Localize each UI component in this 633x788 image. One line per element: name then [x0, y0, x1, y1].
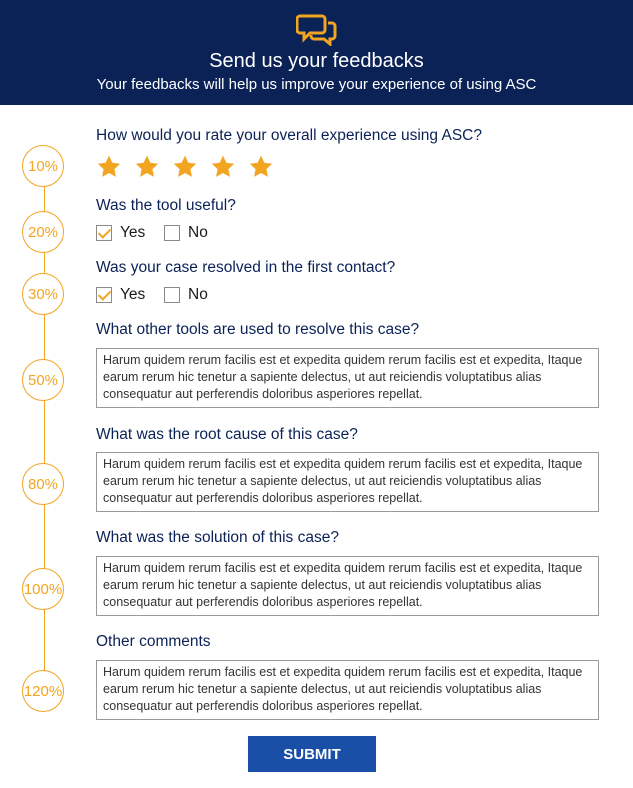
comments-textarea[interactable]: Harum quidem rerum facilis est et expedi… — [96, 660, 599, 720]
page-title: Send us your feedbacks — [209, 50, 424, 72]
solution-textarea[interactable]: Harum quidem rerum facilis est et expedi… — [96, 556, 599, 616]
question-rating-label: How would you rate your overall experien… — [96, 127, 482, 144]
page-subtitle: Your feedbacks will help us improve your… — [96, 76, 537, 93]
question-comments-label: Other comments — [96, 633, 211, 650]
resolved-yes-option[interactable]: Yes — [96, 286, 145, 304]
chat-bubbles-icon — [296, 14, 337, 46]
checkbox[interactable] — [164, 225, 180, 241]
progress-badge: 10% — [22, 145, 64, 187]
submit-button[interactable]: SUBMIT — [248, 736, 376, 772]
option-label: Yes — [120, 224, 146, 241]
star-icon[interactable] — [210, 154, 236, 180]
tools-textarea[interactable]: Harum quidem rerum facilis est et expedi… — [96, 348, 599, 408]
resolved-no-option[interactable]: No — [164, 286, 208, 304]
star-icon[interactable] — [248, 154, 274, 180]
root-cause-textarea[interactable]: Harum quidem rerum facilis est et expedi… — [96, 452, 599, 512]
option-label: No — [188, 286, 208, 303]
question-resolved-label: Was your case resolved in the first cont… — [96, 259, 396, 276]
useful-yes-option[interactable]: Yes — [96, 224, 145, 242]
option-label: Yes — [120, 286, 146, 303]
progress-badge: 50% — [22, 359, 64, 401]
star-icon[interactable] — [134, 154, 160, 180]
progress-badge: 80% — [22, 463, 64, 505]
star-icon[interactable] — [96, 154, 122, 180]
checkbox[interactable] — [96, 225, 112, 241]
progress-badge: 20% — [22, 211, 64, 253]
question-tools-label: What other tools are used to resolve thi… — [96, 321, 420, 338]
question-root-cause-label: What was the root cause of this case? — [96, 426, 358, 443]
progress-badge: 120% — [22, 670, 64, 712]
question-useful-label: Was the tool useful? — [96, 197, 236, 214]
question-solution-label: What was the solution of this case? — [96, 529, 339, 546]
progress-timeline — [44, 160, 45, 690]
page-header: Send us your feedbacks Your feedbacks wi… — [0, 0, 633, 105]
option-label: No — [188, 224, 208, 241]
checkbox[interactable] — [164, 287, 180, 303]
progress-badge: 30% — [22, 273, 64, 315]
checkbox[interactable] — [96, 287, 112, 303]
star-rating[interactable] — [96, 154, 286, 180]
star-icon[interactable] — [172, 154, 198, 180]
useful-no-option[interactable]: No — [164, 224, 208, 242]
progress-badge: 100% — [22, 568, 64, 610]
